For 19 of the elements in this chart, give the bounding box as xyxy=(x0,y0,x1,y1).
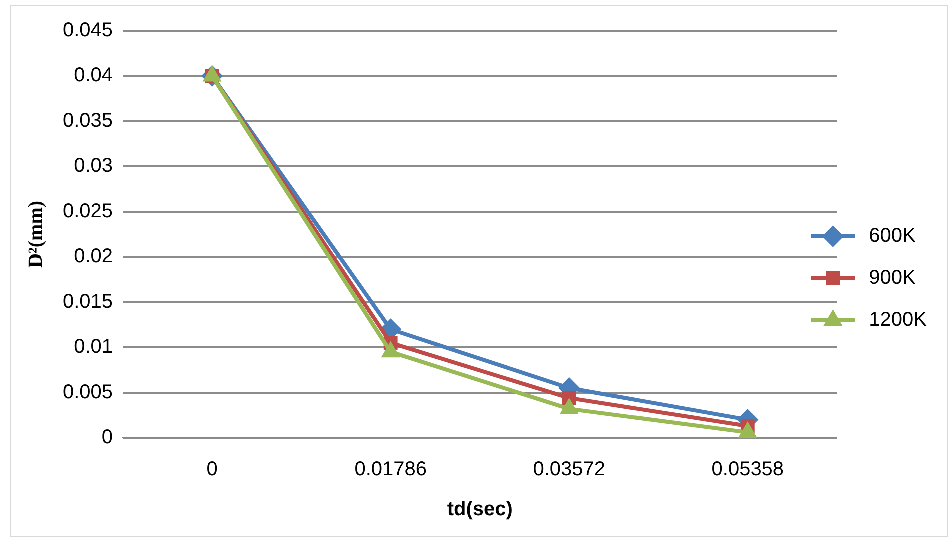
y-tick-label: 0.025 xyxy=(62,200,114,222)
x-tick-label: 0.01786 xyxy=(354,458,427,481)
y-tick-label: 0.005 xyxy=(62,381,114,404)
y-tick-label: 0.015 xyxy=(62,290,114,313)
x-tick-label: 0.05358 xyxy=(712,458,784,481)
legend-label: 900K xyxy=(869,267,917,290)
y-tick-label: 0.045 xyxy=(62,20,114,42)
y-tick-label: 0.03 xyxy=(74,155,114,178)
legend-label: 1200K xyxy=(869,309,928,332)
x-axis-title: td(sec) xyxy=(447,498,513,521)
x-tick-label: 0.03572 xyxy=(533,458,606,481)
y-axis-title: D²(mm) xyxy=(25,200,48,268)
y-tick-label: 0.04 xyxy=(74,64,114,87)
y-tick-label: 0 xyxy=(102,426,114,449)
legend-label: 600K xyxy=(869,225,917,248)
y-tick-label: 0.01 xyxy=(74,336,114,358)
y-tick-label: 0.02 xyxy=(74,246,114,268)
y-tick-label: 0.035 xyxy=(62,110,114,132)
x-tick-label: 0 xyxy=(206,458,218,481)
